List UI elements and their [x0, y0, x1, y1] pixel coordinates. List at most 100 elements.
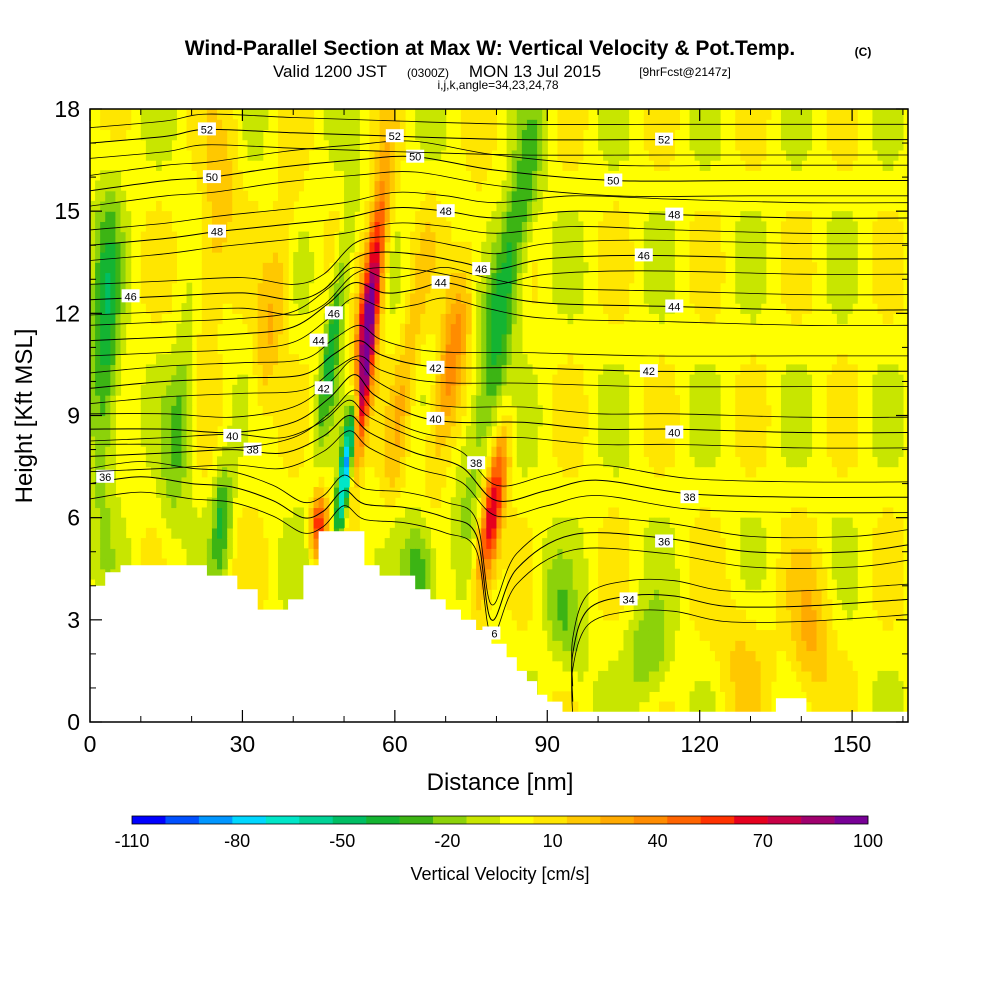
- velocity-cell: [471, 139, 477, 151]
- velocity-cell: [653, 231, 660, 243]
- velocity-cell: [476, 170, 482, 182]
- velocity-cell: [369, 354, 376, 366]
- velocity-cell: [364, 303, 371, 314]
- velocity-cell: [420, 129, 426, 141]
- velocity-cell: [379, 374, 386, 386]
- velocity-cell: [481, 497, 487, 509]
- velocity-cell: [643, 578, 650, 590]
- velocity-cell: [618, 231, 625, 243]
- velocity-cell: [491, 119, 498, 131]
- velocity-cell: [796, 640, 802, 652]
- velocity-cell: [699, 139, 706, 151]
- velocity-cell: [465, 262, 472, 274]
- velocity-cell: [100, 231, 106, 243]
- velocity-cell: [598, 241, 604, 253]
- velocity-cell: [267, 221, 274, 233]
- velocity-cell: [349, 487, 355, 498]
- velocity-cell: [725, 701, 731, 713]
- velocity-cell: [364, 395, 371, 406]
- velocity-cell: [720, 272, 726, 284]
- velocity-cell: [796, 630, 802, 641]
- velocity-cell: [430, 109, 437, 120]
- velocity-cell: [760, 650, 767, 662]
- velocity-cell: [592, 701, 599, 713]
- velocity-cell: [653, 650, 660, 662]
- velocity-cell: [293, 456, 299, 468]
- velocity-cell: [613, 129, 619, 141]
- velocity-cell: [125, 109, 132, 120]
- velocity-cell: [262, 119, 269, 131]
- velocity-cell: [161, 119, 167, 131]
- velocity-cell: [755, 231, 762, 243]
- velocity-cell: [201, 558, 208, 570]
- velocity-cell: [653, 466, 660, 478]
- velocity-cell: [664, 231, 670, 243]
- velocity-cell: [95, 425, 101, 437]
- velocity-cell: [298, 435, 304, 447]
- velocity-cell: [608, 241, 614, 253]
- velocity-cell: [643, 262, 650, 274]
- velocity-cell: [171, 109, 177, 120]
- velocity-cell: [801, 282, 807, 294]
- velocity-cell: [648, 292, 655, 304]
- velocity-cell: [333, 211, 340, 222]
- velocity-cell: [572, 384, 579, 396]
- velocity-cell: [338, 497, 345, 509]
- velocity-cell: [283, 425, 289, 437]
- velocity-cell: [755, 701, 762, 713]
- velocity-cell: [694, 681, 701, 692]
- velocity-cell: [384, 446, 391, 457]
- velocity-cell: [659, 670, 665, 682]
- velocity-cell: [379, 568, 386, 580]
- velocity-cell: [227, 149, 233, 161]
- velocity-cell: [445, 231, 452, 243]
- velocity-cell: [760, 670, 767, 682]
- velocity-cell: [648, 538, 655, 549]
- velocity-cell: [806, 231, 813, 243]
- velocity-cell: [562, 364, 569, 376]
- velocity-cell: [156, 262, 162, 274]
- velocity-cell: [638, 578, 645, 590]
- velocity-cell: [415, 303, 421, 314]
- velocity-cell: [694, 211, 701, 222]
- velocity-cell: [333, 497, 340, 509]
- velocity-cell: [709, 691, 716, 703]
- velocity-cell: [95, 303, 101, 314]
- velocity-cell: [277, 149, 284, 161]
- velocity-cell: [537, 180, 543, 192]
- velocity-cell: [796, 313, 802, 325]
- velocity-cell: [384, 364, 391, 376]
- velocity-cell: [689, 129, 696, 141]
- velocity-cell: [455, 292, 462, 304]
- velocity-cell: [486, 507, 492, 519]
- velocity-cell: [140, 241, 147, 253]
- velocity-cell: [465, 364, 472, 376]
- velocity-cell: [669, 364, 675, 376]
- velocity-cell: [156, 252, 162, 263]
- velocity-cell: [760, 660, 767, 672]
- velocity-cell: [557, 599, 564, 611]
- velocity-cell: [252, 548, 259, 560]
- velocity-cell: [648, 272, 655, 284]
- velocity-cell: [521, 221, 528, 233]
- velocity-cell: [648, 139, 655, 151]
- velocity-cell: [786, 538, 792, 549]
- velocity-cell: [521, 405, 528, 417]
- velocity-cell: [252, 231, 259, 243]
- velocity-cell: [633, 640, 640, 652]
- velocity-cell: [394, 374, 401, 386]
- velocity-cell: [389, 487, 396, 498]
- velocity-cell: [526, 578, 533, 590]
- velocity-cell: [796, 231, 802, 243]
- velocity-cell: [608, 660, 614, 672]
- velocity-cell: [704, 364, 711, 376]
- velocity-cell: [349, 241, 355, 253]
- velocity-cell: [455, 415, 462, 427]
- velocity-cell: [760, 446, 767, 457]
- velocity-cell: [526, 109, 533, 120]
- velocity-cell: [806, 558, 813, 570]
- velocity-cell: [333, 364, 340, 376]
- velocity-cell: [394, 170, 401, 182]
- velocity-cell: [730, 609, 736, 621]
- velocity-cell: [653, 456, 660, 468]
